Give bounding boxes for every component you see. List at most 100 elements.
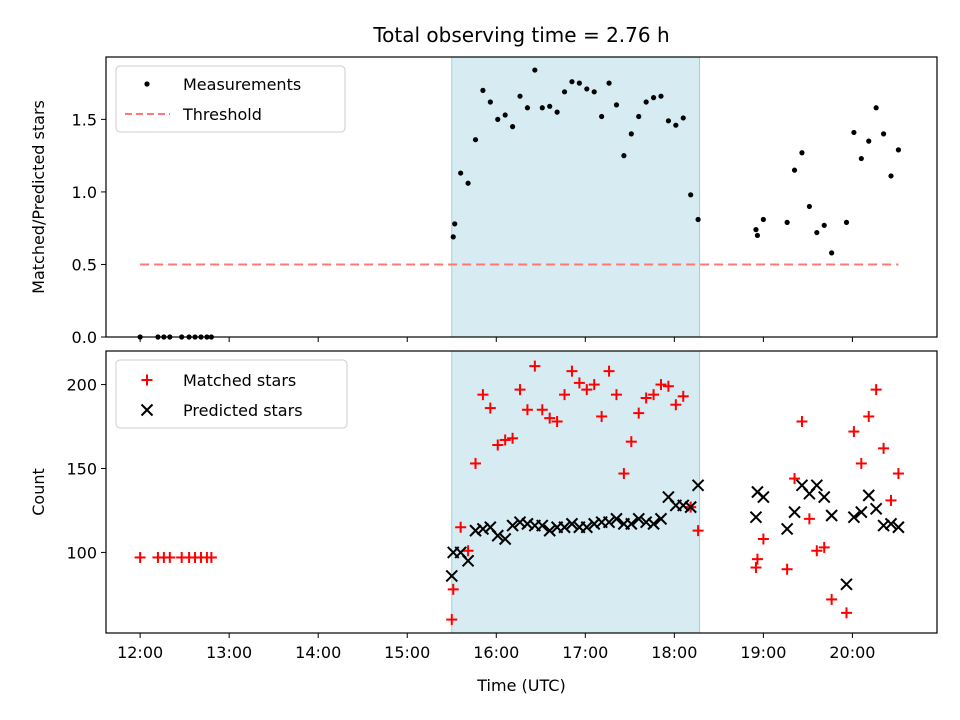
measurement-point [554,109,560,115]
measurement-point [561,89,568,95]
measurement-point [599,113,605,120]
matched-star-point [648,389,660,401]
measurement-point [814,229,820,236]
predicted-star-point [840,578,853,591]
x-axis-label: Time (UTC) [476,676,565,695]
matched-star-point [633,407,645,419]
count-marks [134,360,905,626]
matched-star-point [662,380,674,392]
matched-star-point [655,379,667,391]
measurement-point [829,250,835,256]
matched-star-point [477,389,489,401]
matched-star-point [677,390,689,402]
measurement-point [591,89,597,95]
x-tick-label: 12:00 [117,643,163,662]
legend-measurements-marker [144,81,150,87]
ratio-panel: 0.0 0.5 1.0 1.5 Total observing time = 2.76… [29,23,938,347]
predicted-star-point [691,479,705,492]
matched-star-point [484,402,496,414]
measurement-point [799,150,805,156]
measurement-point [569,79,575,85]
predicted-star-point [639,516,653,529]
matched-star-point [551,416,563,427]
predicted-star-point [491,529,504,542]
x-tick-label: 17:00 [562,643,608,662]
measurement-point [606,80,612,86]
matched-star-point [134,551,146,563]
legend-measurements-label: Measurements [183,75,301,94]
count-legend-box [115,359,348,429]
matched-star-point [840,607,852,619]
matched-star-point [588,379,600,391]
matched-star-point [521,404,533,416]
predicted-star-point [684,500,697,514]
measurement-point [665,118,672,124]
matched-star-point [892,468,904,480]
matched-star-point [507,432,519,444]
measurement-point [472,137,479,143]
predicted-star-point [602,516,616,529]
measurement-point [695,216,701,223]
measurement-point [866,138,872,144]
predicted-star-point [632,512,645,526]
predicted-star-point [536,519,549,532]
measurement-point [517,93,523,99]
matched-star-point [447,583,459,595]
measurement-point [458,170,464,176]
matched-star-point [818,541,830,553]
legend-matched-label: Matched stars [183,371,296,390]
measurement-point [680,115,686,121]
predicted-star-point [476,522,490,536]
matched-star-point [878,442,890,454]
measurement-point [843,219,850,225]
measurement-point [880,131,887,137]
legend-predicted-marker [140,403,154,417]
matched-star-point [469,457,481,469]
predicted-star-point [877,519,890,532]
matched-star-point [603,365,615,377]
matched-star-point [640,392,652,404]
matched-star-point [692,525,704,537]
measurement-point [621,153,627,159]
measurement-point [547,103,553,109]
predicted-star-point [892,521,905,534]
measurement-point [791,167,798,173]
predicted-star-point [862,489,875,502]
measurement-point [821,222,827,228]
y-tick-label: 100 [66,543,97,562]
predicted-star-point [580,521,593,534]
measurement-point [450,234,456,240]
ratio-y-axis-label: Matched/Predicted stars [29,100,48,294]
predicted-star-point [825,509,838,522]
ratio-legend: Measurements Threshold [115,65,346,133]
predicted-star-point [610,512,623,526]
matched-star-point [164,551,176,563]
measurement-point [851,129,857,136]
y-tick-label: 1.0 [72,183,97,202]
predicted-star-point [847,510,861,524]
matched-star-point [885,494,897,506]
predicted-star-point [810,479,824,492]
measurement-point [784,219,790,225]
legend-x-glyph [140,403,154,417]
measurement-point [636,113,642,120]
matched-star-point [544,412,556,424]
observing-window-shade [451,56,701,338]
predicted-star-point [788,505,801,519]
matched-star-point [499,434,511,446]
matched-star-point [536,404,548,416]
x-tick-label: 18:00 [651,643,697,662]
matched-star-point [559,389,571,401]
predicted-star-point [588,517,601,531]
measurement-point [509,124,516,130]
matched-star-point [751,553,763,565]
measurement-point [650,95,657,101]
count-plot-frame [105,350,938,634]
matched-star-point [796,416,808,427]
predicted-star-point [654,512,668,526]
x-tick-label: 14:00 [295,643,341,662]
predicted-star-point [521,517,534,531]
measurement-point [643,99,649,105]
measurement-point [584,86,590,92]
measurement-point [760,216,766,223]
